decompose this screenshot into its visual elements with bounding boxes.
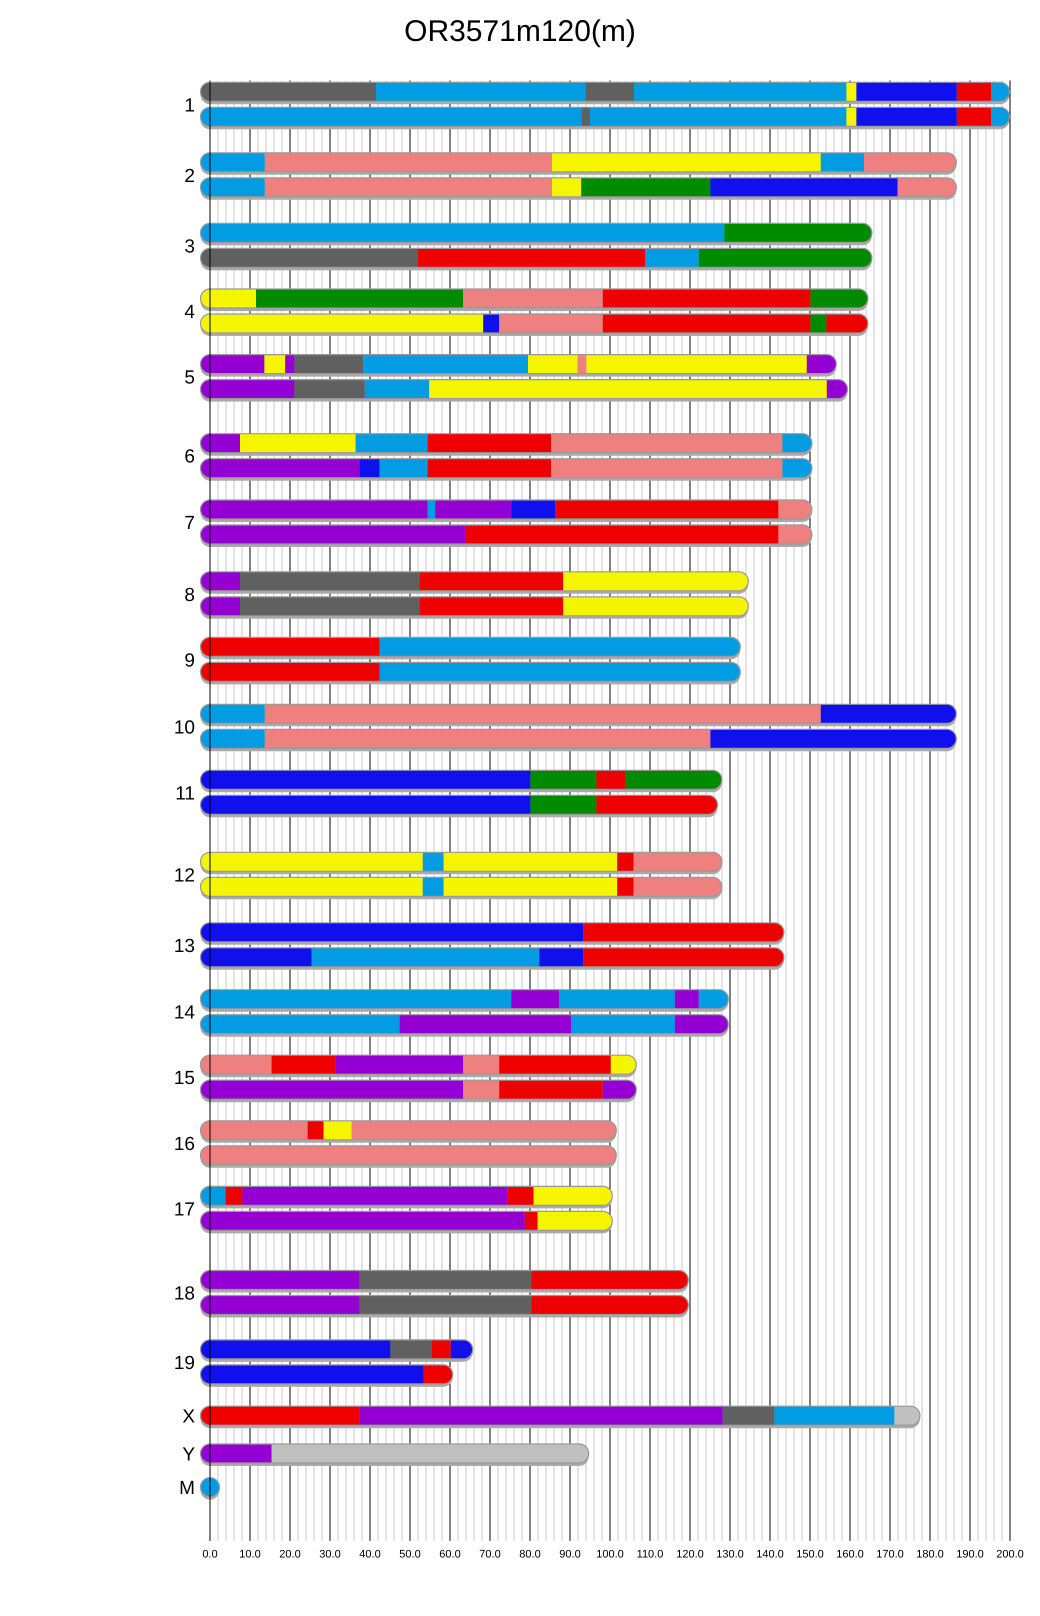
svg-text:50.0: 50.0 bbox=[399, 1549, 420, 1561]
svg-text:70.0: 70.0 bbox=[479, 1549, 500, 1561]
svg-text:X: X bbox=[182, 1407, 195, 1428]
svg-text:13: 13 bbox=[174, 936, 195, 957]
svg-text:150.0: 150.0 bbox=[796, 1549, 824, 1561]
svg-text:7: 7 bbox=[184, 513, 195, 534]
svg-text:18: 18 bbox=[174, 1284, 195, 1305]
svg-text:OR3571m120(m): OR3571m120(m) bbox=[404, 15, 636, 48]
svg-text:6: 6 bbox=[184, 447, 195, 468]
svg-text:120.0: 120.0 bbox=[676, 1549, 704, 1561]
svg-text:200.0: 200.0 bbox=[996, 1549, 1024, 1561]
svg-text:10: 10 bbox=[174, 717, 195, 738]
svg-text:60.0: 60.0 bbox=[439, 1549, 460, 1561]
svg-text:160.0: 160.0 bbox=[836, 1549, 864, 1561]
svg-text:17: 17 bbox=[174, 1199, 195, 1220]
svg-text:10.0: 10.0 bbox=[239, 1549, 260, 1561]
svg-text:190.0: 190.0 bbox=[956, 1549, 984, 1561]
svg-text:40.0: 40.0 bbox=[359, 1549, 380, 1561]
svg-text:19: 19 bbox=[174, 1353, 195, 1374]
svg-text:5: 5 bbox=[184, 368, 195, 389]
svg-text:12: 12 bbox=[174, 865, 195, 886]
svg-text:170.0: 170.0 bbox=[876, 1549, 904, 1561]
svg-text:15: 15 bbox=[174, 1068, 195, 1089]
svg-text:11: 11 bbox=[175, 783, 195, 804]
svg-text:110.0: 110.0 bbox=[637, 1549, 664, 1561]
svg-text:M: M bbox=[179, 1478, 195, 1499]
svg-text:16: 16 bbox=[174, 1134, 195, 1155]
svg-text:2: 2 bbox=[184, 166, 195, 187]
svg-text:90.0: 90.0 bbox=[559, 1549, 580, 1561]
svg-text:100.0: 100.0 bbox=[596, 1549, 624, 1561]
svg-text:3: 3 bbox=[184, 236, 195, 257]
svg-text:4: 4 bbox=[184, 302, 195, 323]
svg-text:9: 9 bbox=[184, 650, 195, 671]
svg-text:0.0: 0.0 bbox=[202, 1549, 217, 1561]
svg-text:14: 14 bbox=[174, 1003, 196, 1024]
svg-text:130.0: 130.0 bbox=[716, 1549, 744, 1561]
svg-text:30.0: 30.0 bbox=[319, 1549, 340, 1561]
svg-text:8: 8 bbox=[184, 585, 195, 606]
svg-text:80.0: 80.0 bbox=[519, 1549, 540, 1561]
svg-text:1: 1 bbox=[184, 95, 195, 116]
svg-text:180.0: 180.0 bbox=[916, 1549, 944, 1561]
svg-text:Y: Y bbox=[182, 1445, 195, 1466]
svg-text:20.0: 20.0 bbox=[279, 1549, 300, 1561]
svg-text:140.0: 140.0 bbox=[756, 1549, 784, 1561]
